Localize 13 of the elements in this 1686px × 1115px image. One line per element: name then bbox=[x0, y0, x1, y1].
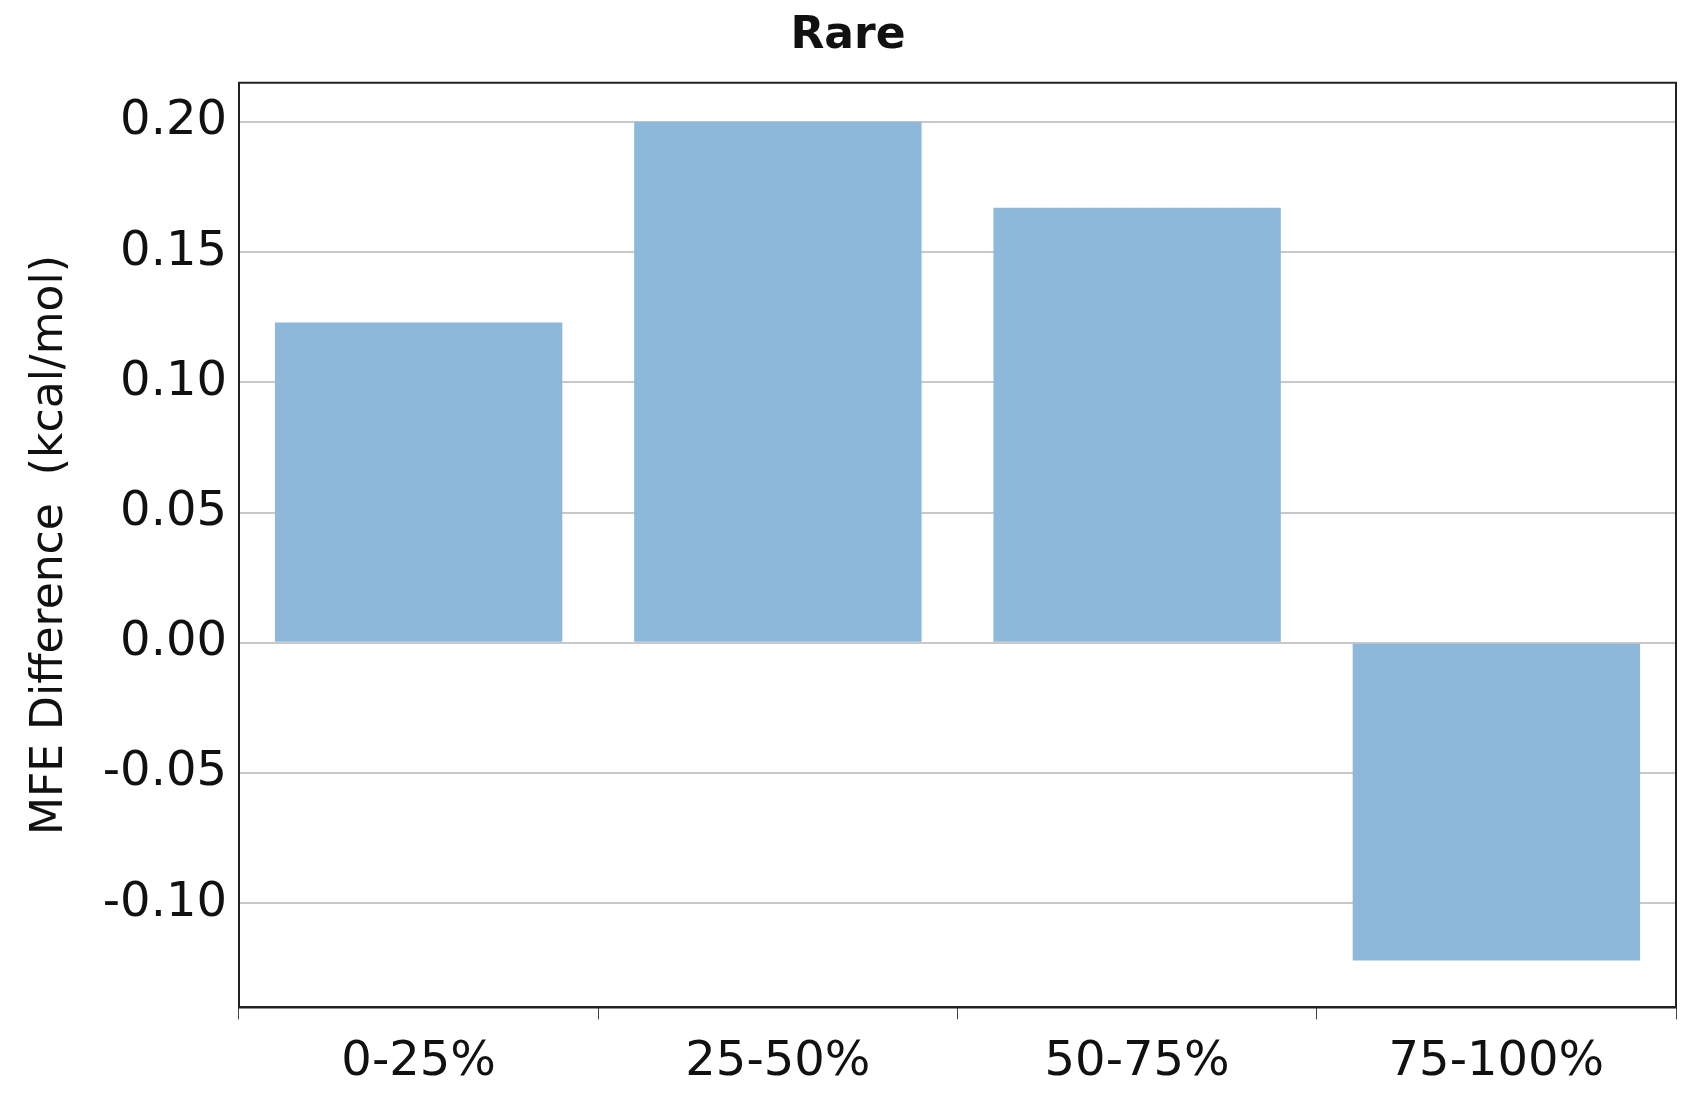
y-tick-label: 0.00 bbox=[120, 610, 227, 667]
y-tick-label: 0.20 bbox=[120, 89, 227, 146]
y-tick-label: -0.10 bbox=[102, 870, 227, 927]
y-axis-title: MFE Difference (kcal/mol) bbox=[20, 255, 72, 836]
y-tick-label: 0.10 bbox=[120, 349, 227, 406]
chart-title: Rare bbox=[790, 6, 906, 58]
x-tick-label: 75-100% bbox=[1388, 1029, 1605, 1086]
x-tick-label: 50-75% bbox=[1044, 1029, 1230, 1086]
y-tick-label: 0.15 bbox=[120, 219, 227, 276]
y-tick-label: -0.05 bbox=[102, 740, 227, 797]
y-tick-label: 0.05 bbox=[120, 480, 227, 537]
x-tick-label: 25-50% bbox=[685, 1029, 871, 1086]
x-tick-label: 0-25% bbox=[341, 1029, 496, 1086]
